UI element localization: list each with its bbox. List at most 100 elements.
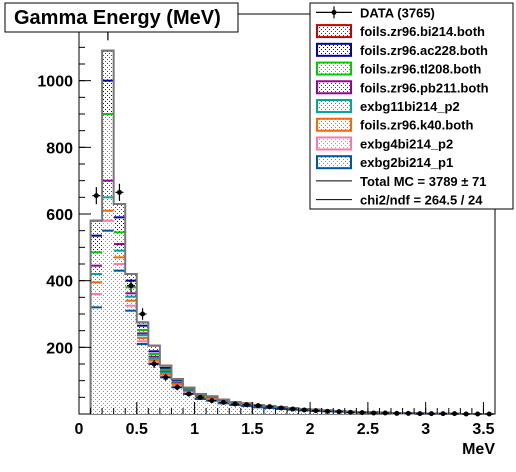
bar xyxy=(125,310,137,414)
legend-label: foils.zr96.k40.both xyxy=(360,118,473,133)
y-tick-label: 400 xyxy=(46,274,73,291)
legend-entry: DATA (3765) xyxy=(316,5,435,20)
bar xyxy=(275,409,287,414)
legend-label: exbg4bi214_p2 xyxy=(360,136,453,151)
legend-label: foils.zr96.bi214.both xyxy=(360,24,485,39)
chart-title: Gamma Energy (MeV) xyxy=(14,7,221,29)
data-point xyxy=(138,308,147,320)
legend-swatch xyxy=(316,117,352,132)
data-point xyxy=(335,409,343,415)
y-tick-label: 800 xyxy=(46,140,73,157)
data-point xyxy=(207,398,216,404)
data-point xyxy=(265,404,274,410)
data-point xyxy=(462,411,471,417)
bar xyxy=(113,270,126,414)
legend-swatch xyxy=(316,42,352,57)
x-tick-label: 0.5 xyxy=(126,421,148,438)
data-point xyxy=(392,410,401,416)
data-point xyxy=(242,402,251,408)
x-axis-label: MeV xyxy=(462,441,495,458)
legend-entry: exbg11bi214_p2 xyxy=(316,99,460,114)
bar xyxy=(217,403,230,414)
bar xyxy=(206,400,218,414)
legend-swatch xyxy=(316,80,352,95)
legend-label: DATA (3765) xyxy=(360,5,435,20)
bar xyxy=(136,344,149,414)
y-tick-label: 1000 xyxy=(37,74,73,91)
bar xyxy=(287,409,299,414)
legend-label: chi2/ndf = 264.5 / 24 xyxy=(360,193,483,208)
bar xyxy=(252,407,264,414)
data-point xyxy=(369,410,378,416)
data-point xyxy=(346,409,355,415)
y-tick-label: 200 xyxy=(46,340,73,357)
data-point xyxy=(277,405,286,411)
x-tick-label: 0 xyxy=(75,421,84,438)
stacked-series xyxy=(89,49,495,415)
x-tick-label: 3.5 xyxy=(472,421,494,438)
data-point xyxy=(427,411,436,417)
legend-entry: foils.zr96.bi214.both xyxy=(316,24,485,39)
data-point xyxy=(150,359,159,369)
legend-entry: chi2/ndf = 264.5 / 24 xyxy=(316,193,483,208)
title-box-frame xyxy=(4,2,239,33)
data-point xyxy=(92,187,101,205)
data-point xyxy=(311,408,320,414)
data-point xyxy=(450,411,459,417)
legend-label: exbg11bi214_p2 xyxy=(360,99,460,114)
data-point xyxy=(439,411,447,417)
data-point xyxy=(196,394,205,400)
data-point xyxy=(115,183,124,201)
legend-label: Total MC = 3789 ± 71 xyxy=(360,174,486,189)
legend-entry: foils.zr96.ac228.both xyxy=(316,42,488,58)
legend-label: foils.zr96.tl208.both xyxy=(360,62,481,77)
legend-swatch xyxy=(316,155,352,170)
bar xyxy=(90,307,103,414)
bar xyxy=(159,377,172,414)
x-tick-label: 2 xyxy=(306,421,315,438)
data-point xyxy=(300,407,309,413)
legend-entry: foils.zr96.pb211.both xyxy=(316,80,489,95)
data-point xyxy=(254,403,263,409)
bar xyxy=(148,364,160,414)
legend-label: exbg2bi214_p1 xyxy=(360,155,453,170)
legend-entry: exbg2bi214_p1 xyxy=(316,155,453,170)
data-point xyxy=(323,408,332,414)
x-tick-label: 2.5 xyxy=(357,421,379,438)
legend-entry: foils.zr96.k40.both xyxy=(316,117,473,133)
data-point xyxy=(485,411,494,417)
legend-swatch xyxy=(316,136,352,151)
legend-swatch xyxy=(316,24,352,39)
bar xyxy=(194,399,207,414)
x-tick-label: 1 xyxy=(190,421,199,438)
bar xyxy=(171,387,183,414)
bar xyxy=(263,408,276,414)
data-point xyxy=(127,279,135,293)
legend-entry: Total MC = 3789 ± 71 xyxy=(316,174,486,189)
bar xyxy=(102,230,114,414)
data-point xyxy=(219,399,228,405)
data-point xyxy=(404,410,413,416)
data-point xyxy=(381,410,390,416)
data-point xyxy=(173,384,182,391)
data-point xyxy=(358,410,367,416)
data-point xyxy=(288,406,297,412)
bar xyxy=(183,394,195,414)
x-tick-label: 3 xyxy=(421,421,430,438)
y-tick-label: 600 xyxy=(46,207,73,224)
legend-swatch xyxy=(316,61,352,76)
bar xyxy=(240,406,253,414)
legend-entry: exbg4bi214_p2 xyxy=(316,136,453,151)
x-tick-label: 1.5 xyxy=(241,421,263,438)
data-point xyxy=(415,411,424,417)
legend-label: foils.zr96.pb211.both xyxy=(360,80,489,95)
data-point xyxy=(161,373,170,381)
legend-swatch xyxy=(316,99,352,113)
data-point xyxy=(231,401,239,407)
legend: DATA (3765) foils.zr96.bi214.both foils.zr… xyxy=(309,2,514,210)
bar xyxy=(229,405,241,414)
data-point xyxy=(473,411,482,417)
